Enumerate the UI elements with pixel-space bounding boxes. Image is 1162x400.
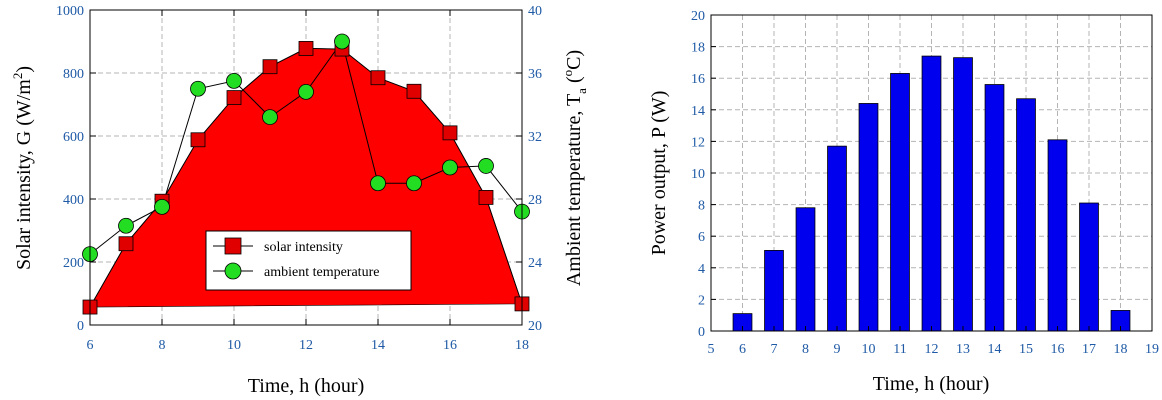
left-x-tick-label: 16 — [443, 338, 457, 353]
power-bar — [1047, 139, 1068, 332]
right-y-tick-label: 32 — [528, 130, 542, 145]
solar-intensity-point — [262, 59, 278, 75]
ambient-temperature-point — [406, 175, 422, 192]
right-y-tick-label: 10 — [691, 167, 705, 182]
ambient-temperature-point — [190, 80, 206, 97]
left-y-tick-label: 1000 — [56, 4, 84, 19]
right-y-axis-title: Ambient temperature, Ta (oC) — [560, 50, 589, 286]
solar-intensity-point — [226, 90, 242, 105]
right-y-tick-label: 36 — [528, 67, 542, 82]
right-x-tick-label: 5 — [708, 342, 715, 357]
power-bar — [858, 103, 879, 332]
power-bar — [984, 84, 1005, 332]
solar-intensity-point — [190, 132, 206, 148]
right-x-tick-label: 8 — [802, 342, 809, 357]
right-x-tick-label: 12 — [925, 342, 939, 357]
left-x-tick-label: 14 — [371, 338, 385, 353]
ambient-temperature-point — [298, 84, 314, 100]
right-x-tick-label: 19 — [1145, 342, 1159, 357]
right-x-tick-label: 6 — [739, 342, 746, 357]
left-x-tick-label: 10 — [227, 338, 241, 353]
right-tick-labels: 5 6 7 8 9 10 11 12 13 14 15 16 17 18 19 0 2 4 6 8 10 12 14 16 18… — [691, 9, 1159, 357]
left-x-axis-title: Time, h (hour) — [248, 375, 364, 397]
right-x-tick-label: 15 — [1019, 342, 1033, 357]
power-bar — [921, 55, 942, 332]
legend-solar-marker — [224, 237, 242, 255]
right-y-tick-label: 16 — [691, 72, 705, 87]
ambient-temperature-point — [442, 159, 458, 176]
solar-intensity-point — [406, 83, 422, 99]
right-y-tick-label: 6 — [698, 230, 705, 245]
power-bar — [953, 57, 973, 332]
left-y-tick-label: 800 — [63, 67, 84, 82]
ambient-temperature-point — [226, 72, 242, 89]
right-y-tick-label: 28 — [528, 193, 542, 208]
left-axis-ticks — [89, 9, 523, 326]
left-y-tick-label: 400 — [63, 193, 84, 208]
power-bar — [795, 207, 816, 332]
right-x-tick-label: 16 — [1051, 342, 1065, 357]
solar-intensity-point — [370, 70, 386, 86]
power-bar — [890, 73, 910, 332]
legend: solar intensity ambient temperature — [205, 230, 412, 291]
left-markers — [82, 33, 530, 315]
left-x-tick-label: 12 — [299, 338, 313, 353]
right-x-axis-title: Time, h (hour) — [873, 373, 989, 395]
right-axis-ticks — [710, 14, 1153, 332]
ambient-temperature-point — [262, 109, 278, 125]
left-y-tick-label: 600 — [63, 130, 84, 145]
right-y-tick-label: 8 — [698, 199, 705, 214]
left-y-tick-label: 200 — [63, 256, 84, 271]
right-x-tick-label: 7 — [771, 342, 778, 357]
right-x-tick-label: 10 — [862, 342, 876, 357]
right-y-tick-label: 12 — [691, 135, 705, 150]
solar-intensity-point — [118, 236, 134, 252]
right-y-tick-label: 20 — [691, 9, 705, 24]
legend-temperature-marker — [224, 262, 242, 280]
right-y-tick-label: 40 — [528, 4, 542, 19]
right-x-tick-label: 17 — [1082, 342, 1096, 357]
right-y-tick-label: 4 — [698, 262, 705, 277]
right-x-tick-label: 13 — [956, 342, 970, 357]
power-output-chart: 5 6 7 8 9 10 11 12 13 14 15 16 17 18 19 0 2 4 6 8 10 12 14 16 18… — [648, 9, 1159, 395]
right-y-axis-title: Power output, P (W) — [648, 91, 670, 256]
power-bar — [827, 145, 847, 332]
legend-solar-label: solar intensity — [264, 240, 343, 255]
ambient-temperature-point — [154, 198, 170, 215]
ambient-temperature-point — [118, 217, 134, 234]
left-y-tick-label: 0 — [77, 319, 84, 334]
solar-intensity-point — [298, 41, 314, 56]
power-bars — [732, 55, 1131, 332]
left-x-tick-label: 6 — [87, 338, 94, 353]
solar-intensity-point — [478, 190, 494, 205]
ambient-temperature-point — [478, 158, 494, 174]
power-bar — [1079, 202, 1099, 332]
power-bar — [764, 250, 784, 332]
right-y-tick-label: 2 — [698, 293, 705, 308]
right-y-tick-label: 24 — [528, 256, 542, 271]
right-y-tick-label: 18 — [691, 41, 705, 56]
left-tick-labels: 6 8 10 12 14 16 18 0 200 400 600 800 1000 20 24 28 32 36 4… — [56, 4, 542, 353]
legend-temperature-label: ambient temperature — [264, 265, 379, 280]
right-x-tick-label: 11 — [893, 342, 906, 357]
ambient-temperature-point — [334, 33, 350, 50]
right-y-tick-label: 20 — [528, 319, 542, 334]
right-y-tick-label: 0 — [698, 325, 705, 340]
ambient-temperature-point — [370, 175, 386, 192]
solar-temperature-chart: 6 8 10 12 14 16 18 0 200 400 600 800 1000 20 24 28 32 36 4… — [10, 4, 589, 397]
right-x-tick-label: 18 — [1114, 342, 1128, 357]
right-x-tick-label: 9 — [834, 342, 841, 357]
right-x-tick-label: 14 — [988, 342, 1002, 357]
right-y-tick-label: 14 — [691, 104, 705, 119]
left-x-tick-label: 8 — [159, 338, 166, 353]
left-x-tick-label: 18 — [515, 338, 529, 353]
left-y-axis-title: Solar intensity, G (W/m2) — [10, 66, 35, 270]
power-bar — [1016, 98, 1036, 332]
solar-intensity-point — [442, 125, 458, 141]
